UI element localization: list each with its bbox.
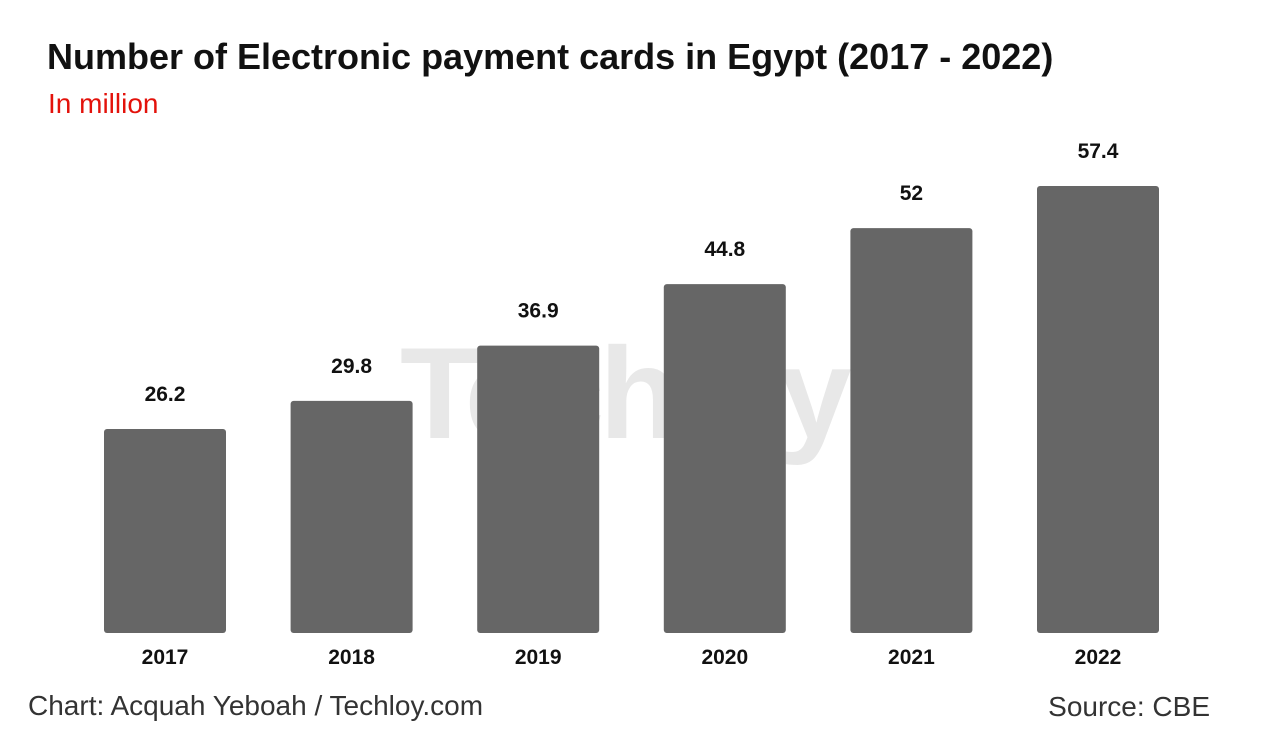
chart-source: Source: CBE [1048,691,1210,722]
chart-subtitle: In million [48,88,159,119]
chart-credit: Chart: Acquah Yeboah / Techloy.com [28,690,484,721]
bar-2022 [1037,186,1159,633]
bar-2020 [663,284,786,633]
value-label-2019: 36.9 [518,300,559,323]
category-label-2019: 2019 [515,646,562,669]
category-label-2018: 2018 [328,646,375,669]
category-labels-group: 2017 2018 2019 2020 2021 2022 [142,646,1122,669]
value-labels-group: 26.2 29.8 36.9 44.8 52 57.4 [145,140,1119,406]
value-label-2017: 26.2 [145,383,186,406]
value-label-2018: 29.8 [331,355,372,378]
value-label-2020: 44.8 [704,238,745,261]
bar-2021 [850,228,973,633]
page-title: Number of Electronic payment cards in Eg… [47,36,1054,77]
category-label-2020: 2020 [701,646,748,669]
bar-2019 [477,345,600,633]
category-label-2022: 2022 [1075,646,1122,669]
category-label-2017: 2017 [142,646,189,669]
bars-group [104,186,1159,633]
bar-2018 [290,400,413,633]
value-label-2021: 52 [900,182,923,205]
category-label-2021: 2021 [888,646,935,669]
bar-2017 [104,429,226,633]
value-label-2022: 57.4 [1078,140,1119,163]
